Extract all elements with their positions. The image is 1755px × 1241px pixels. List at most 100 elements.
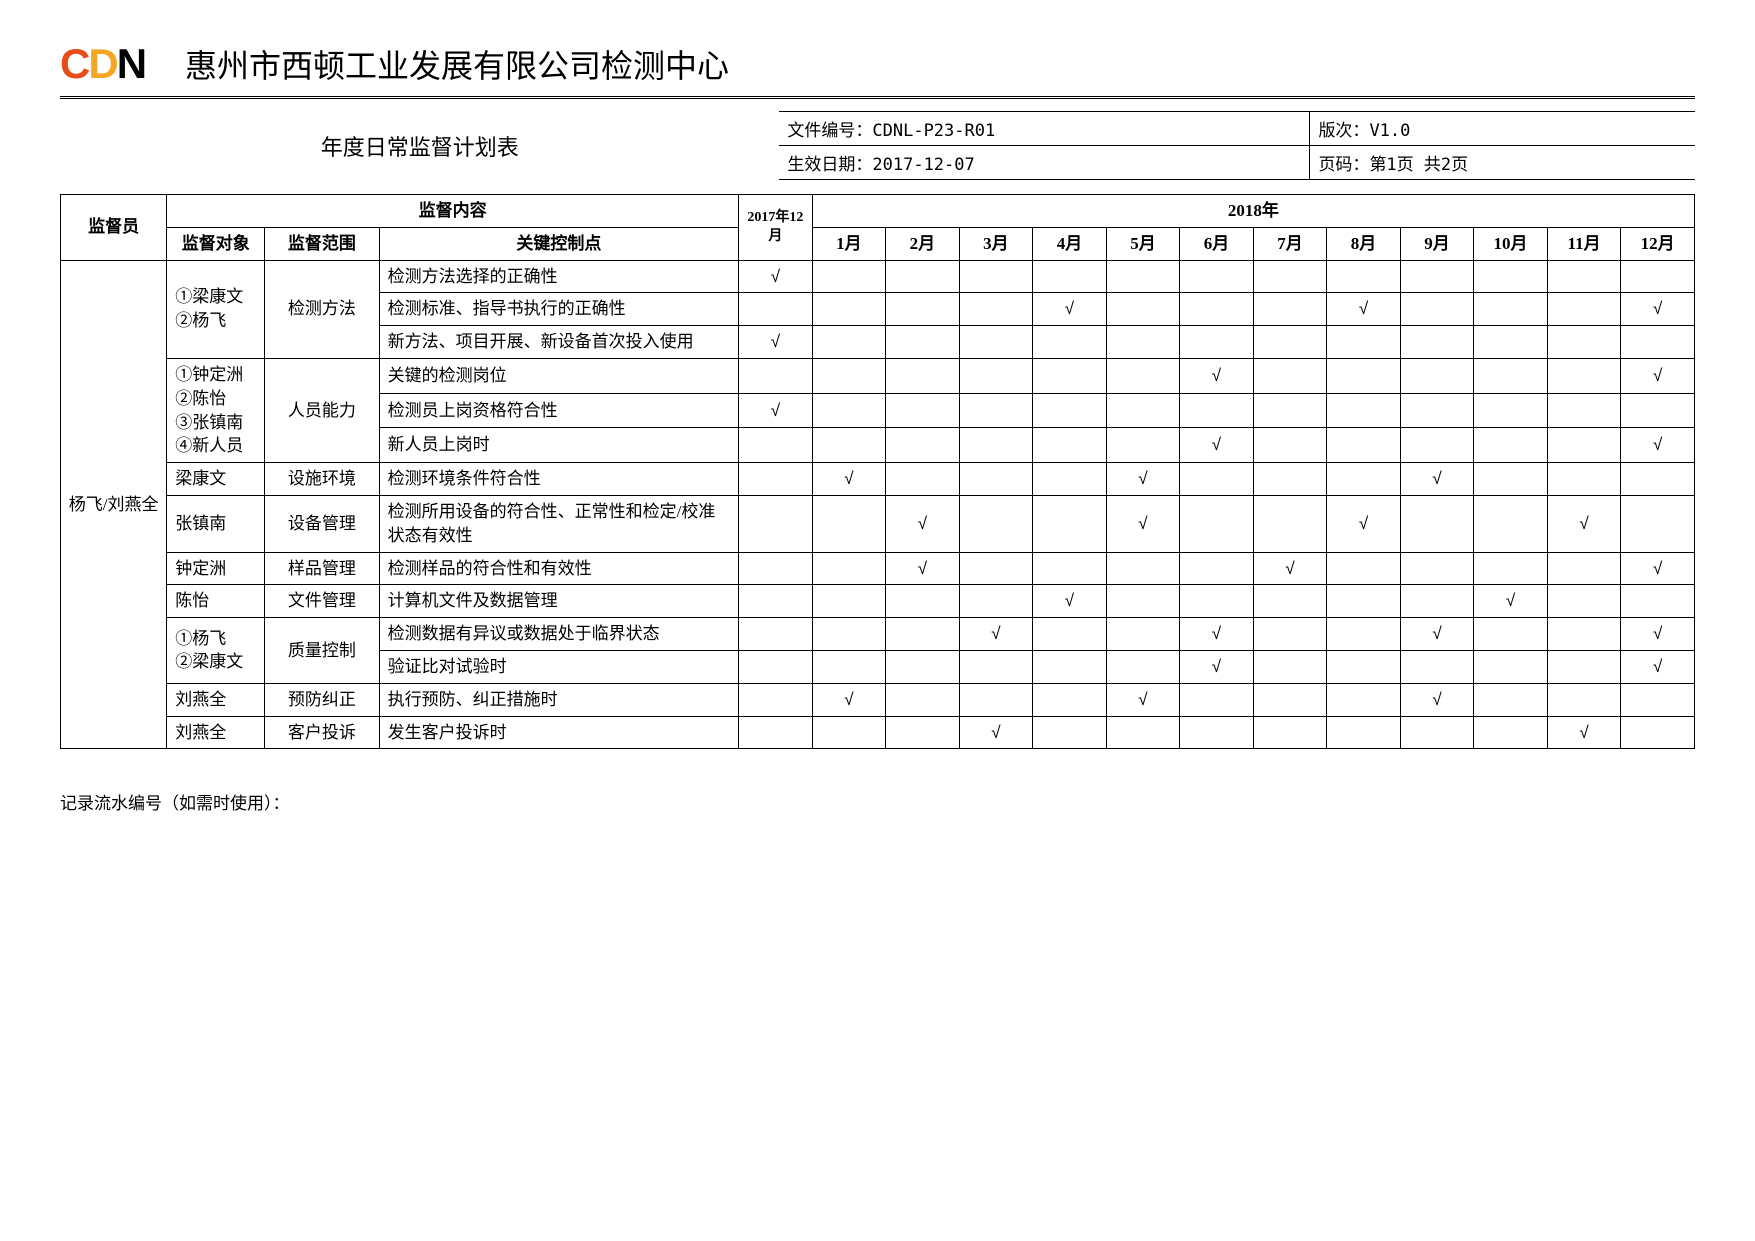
month-cell [812,428,886,463]
month-cell: √ [1106,495,1180,552]
keypoint-cell: 检测员上岗资格符合性 [379,393,739,428]
col-m6: 6月 [1180,227,1254,260]
month-cell [1033,650,1107,683]
logo: CDN [60,40,145,88]
col-m2: 2月 [886,227,960,260]
month-cell [739,552,813,585]
eff-date-cell: 生效日期：2017-12-07 [779,146,1310,179]
month-cell: √ [1106,463,1180,496]
month-cell [1106,585,1180,618]
month-cell: √ [739,260,813,293]
month-cell [1474,552,1548,585]
month-cell [886,260,960,293]
month-cell [812,716,886,749]
month-cell [886,358,960,393]
month-cell: √ [1474,585,1548,618]
scope-cell: 质量控制 [265,618,379,684]
table-row: 梁康文设施环境检测环境条件符合性√√√ [61,463,1695,496]
month-cell [739,495,813,552]
col-m12: 12月 [1621,227,1695,260]
month-cell: √ [1180,358,1254,393]
month-cell [1033,393,1107,428]
month-cell [886,326,960,359]
month-cell [1547,618,1621,651]
meta-block: 年度日常监督计划表 文件编号：CDNL-P23-R01 版次：V1.0 生效日期… [60,111,1695,180]
month-cell [1400,260,1474,293]
col-m9: 9月 [1400,227,1474,260]
month-cell [1327,650,1401,683]
month-cell: √ [1400,683,1474,716]
month-cell [886,463,960,496]
month-cell [739,463,813,496]
month-cell [739,650,813,683]
month-cell [1106,716,1180,749]
col-m3: 3月 [959,227,1033,260]
month-cell [1253,650,1327,683]
month-cell: √ [739,393,813,428]
month-cell [1400,293,1474,326]
month-cell [1547,260,1621,293]
month-cell [959,650,1033,683]
month-cell [1180,552,1254,585]
month-cell [1547,650,1621,683]
month-cell: √ [1327,293,1401,326]
month-cell [1327,716,1401,749]
object-cell: ①杨飞②梁康文 [167,618,265,684]
month-cell [739,293,813,326]
month-cell [1327,585,1401,618]
table-row: 陈怡文件管理计算机文件及数据管理√√ [61,585,1695,618]
month-cell [1033,358,1107,393]
month-cell [739,358,813,393]
month-cell [1106,293,1180,326]
keypoint-cell: 检测样品的符合性和有效性 [379,552,739,585]
month-cell [1621,495,1695,552]
month-cell [1621,716,1695,749]
month-cell [1474,326,1548,359]
doc-no-cell: 文件编号：CDNL-P23-R01 [779,112,1310,145]
month-cell [1547,585,1621,618]
organization-title: 惠州市西顿工业发展有限公司检测中心 [185,41,729,87]
month-cell [1253,495,1327,552]
footnote: 记录流水编号（如需时使用）： [60,789,1695,814]
month-cell [886,618,960,651]
keypoint-cell: 新方法、项目开展、新设备首次投入使用 [379,326,739,359]
month-cell: √ [1327,495,1401,552]
month-cell [1327,463,1401,496]
table-row: 刘燕全客户投诉发生客户投诉时√√ [61,716,1695,749]
month-cell [1400,650,1474,683]
keypoint-cell: 检测方法选择的正确性 [379,260,739,293]
object-cell: 钟定洲 [167,552,265,585]
scope-cell: 文件管理 [265,585,379,618]
keypoint-cell: 检测环境条件符合性 [379,463,739,496]
month-cell [1400,716,1474,749]
logo-letter-n: N [117,40,145,88]
month-cell: √ [886,495,960,552]
month-cell [1106,393,1180,428]
month-cell [1106,552,1180,585]
scope-cell: 预防纠正 [265,683,379,716]
supervision-plan-table: 监督员 监督内容 2017年12月 2018年 监督对象 监督范围 关键控制点 … [60,194,1695,749]
supervisor-cell: 杨飞/刘燕全 [61,260,167,749]
month-cell [886,683,960,716]
month-cell [1033,260,1107,293]
month-cell [812,393,886,428]
month-cell: √ [1400,618,1474,651]
month-cell: √ [812,463,886,496]
month-cell: √ [1253,552,1327,585]
month-cell [1547,358,1621,393]
col-dec2017: 2017年12月 [739,195,813,261]
month-cell: √ [886,552,960,585]
keypoint-cell: 关键的检测岗位 [379,358,739,393]
keypoint-cell: 计算机文件及数据管理 [379,585,739,618]
month-cell [812,326,886,359]
table-row: ①钟定洲②陈怡③张镇南④新人员人员能力关键的检测岗位√√ [61,358,1695,393]
month-cell: √ [1180,618,1254,651]
month-cell [1180,293,1254,326]
month-cell [1547,393,1621,428]
month-cell [1327,618,1401,651]
month-cell [1033,495,1107,552]
month-cell: √ [1621,552,1695,585]
month-cell [1474,495,1548,552]
month-cell [1253,260,1327,293]
month-cell: √ [1621,428,1695,463]
